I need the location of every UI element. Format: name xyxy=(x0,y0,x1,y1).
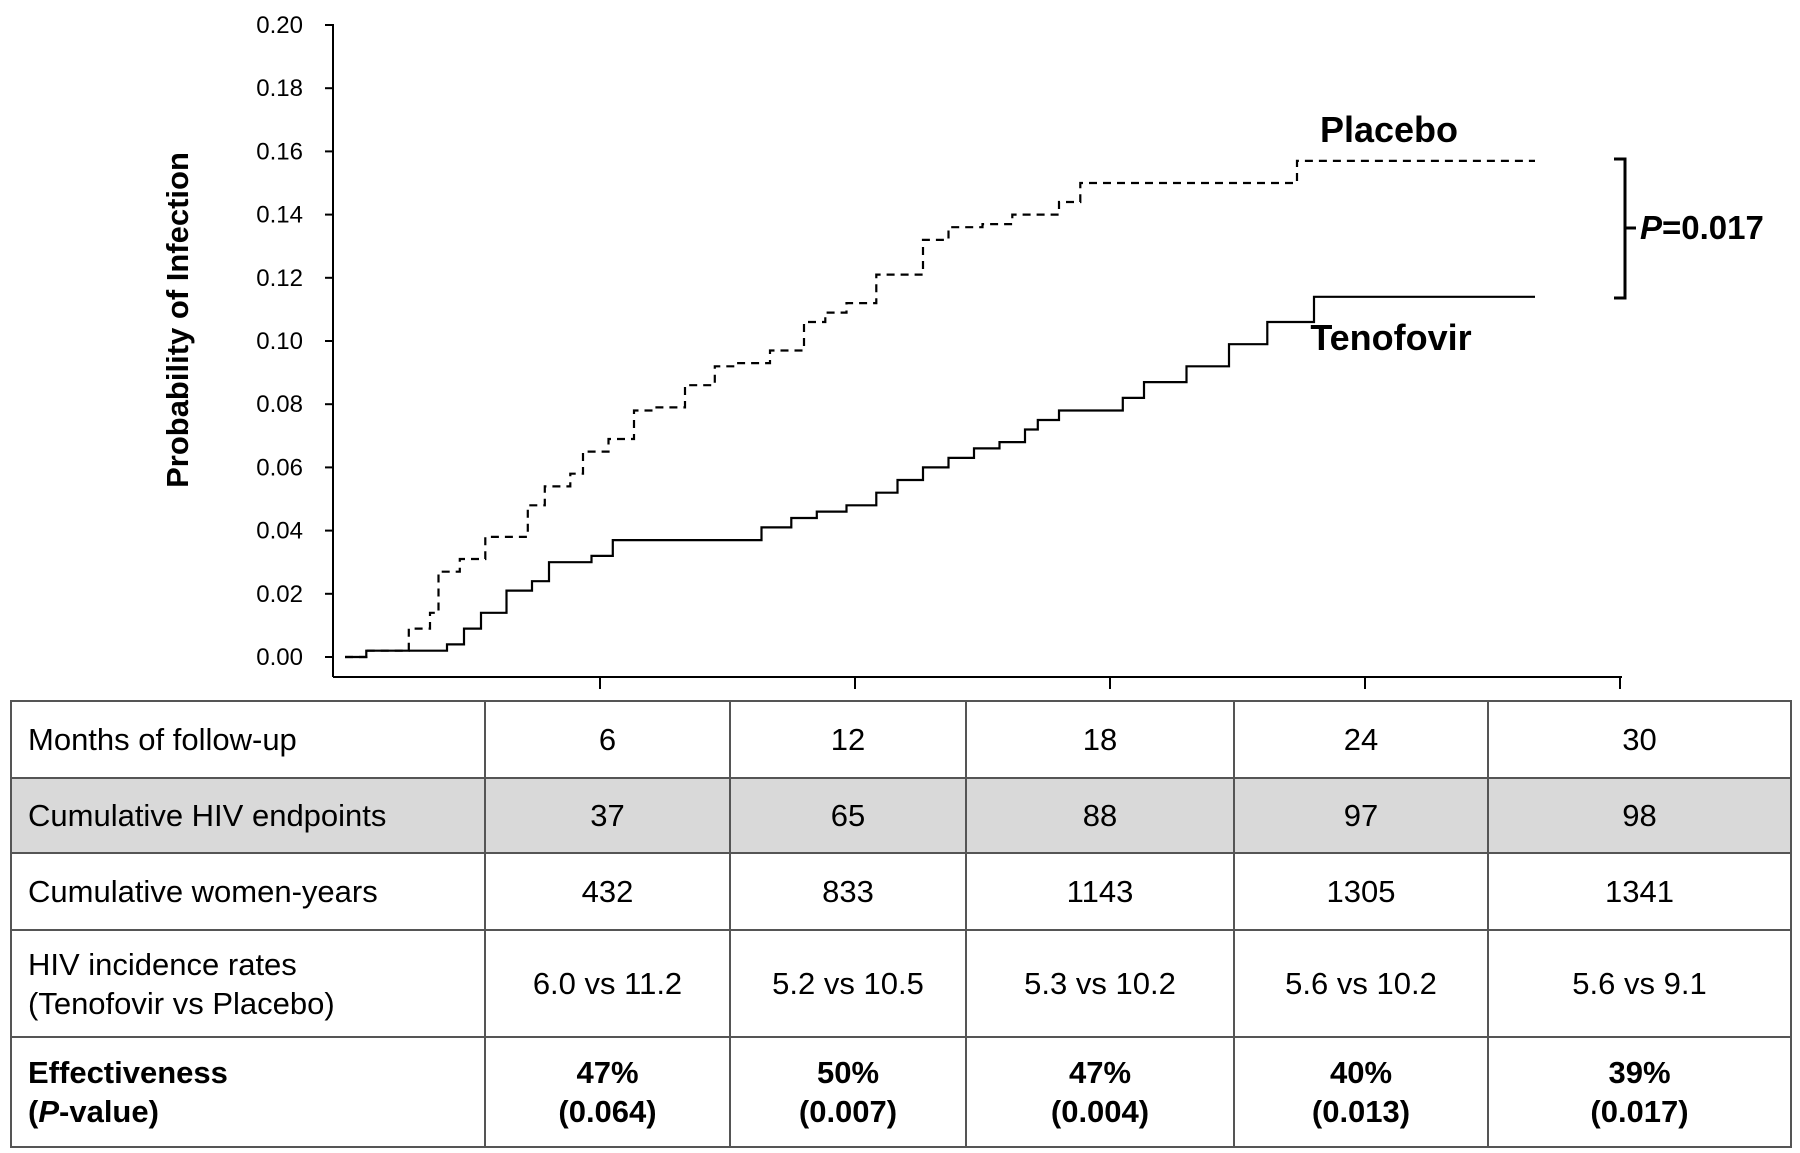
table-cell: 6.0 vs 11.2 xyxy=(484,929,731,1038)
table-row-incidence: HIV incidence rates (Tenofovir vs Placebo… xyxy=(10,929,1792,1038)
table-cell: 5.3 vs 10.2 xyxy=(965,929,1235,1038)
effectiveness-value: 39% xyxy=(1608,1055,1671,1090)
p-value-annotation: P=0.017 xyxy=(1640,209,1764,246)
table-cell: 5.6 vs 10.2 xyxy=(1233,929,1489,1038)
row-label: HIV incidence rates (Tenofovir vs Placebo… xyxy=(10,929,486,1038)
table-cell: 47% (0.004) xyxy=(965,1036,1235,1148)
table-cell: 37 xyxy=(484,777,731,854)
series-lines xyxy=(345,159,1535,659)
row-label-line2: (Tenofovir vs Placebo) xyxy=(28,985,335,1021)
table-cell: 1341 xyxy=(1487,852,1792,931)
row-label-italic-p: P xyxy=(38,1094,60,1129)
table-row-endpoints: Cumulative HIV endpoints 37 65 88 97 98 xyxy=(10,777,1792,854)
table-cell: 65 xyxy=(729,777,967,854)
y-tick-label: 0.04 xyxy=(256,518,303,545)
table-cell: 39% (0.017) xyxy=(1487,1036,1792,1148)
effectiveness-p-value: (0.017) xyxy=(1590,1094,1689,1129)
follow-up-table: Months of follow-up 6 12 18 24 30 Cumula… xyxy=(10,700,1792,1148)
axes xyxy=(332,24,1622,678)
y-tick-label: 0.02 xyxy=(256,581,303,608)
y-axis-label: Probability of Infection xyxy=(160,152,195,488)
table-row-effectiveness: Effectiveness (P-value) 47% (0.064) 50% (0.… xyxy=(10,1036,1792,1148)
table-cell: 833 xyxy=(729,852,967,931)
table-cell: 97 xyxy=(1233,777,1489,854)
y-tick-label: 0.18 xyxy=(256,75,303,102)
y-tick-label: 0.06 xyxy=(256,454,303,481)
p-value-text: =0.017 xyxy=(1662,209,1764,246)
effectiveness-value: 47% xyxy=(1068,1055,1132,1090)
table-cell: 24 xyxy=(1233,700,1489,779)
effectiveness-p-value: (0.064) xyxy=(558,1094,657,1129)
y-tick-label: 0.16 xyxy=(256,138,303,165)
table-row-months: Months of follow-up 6 12 18 24 30 xyxy=(10,700,1792,779)
x-ticks xyxy=(599,677,1621,689)
row-label-line1: Effectiveness xyxy=(28,1055,228,1090)
table-cell: 5.6 vs 9.1 xyxy=(1487,929,1792,1038)
kaplan-meier-chart: Probability of Infection 0.000.020.040.0… xyxy=(160,12,1764,689)
effectiveness-p-value: (0.013) xyxy=(1311,1094,1411,1129)
row-label-line1: HIV incidence rates xyxy=(28,946,297,982)
table-cell: 40% (0.013) xyxy=(1233,1036,1489,1148)
series-line-tenofovir xyxy=(345,295,1535,659)
y-tick-label: 0.14 xyxy=(256,202,303,229)
row-label: Months of follow-up xyxy=(10,700,486,779)
table-row-women-years: Cumulative women-years 432 833 1143 1305… xyxy=(10,852,1792,931)
y-tick-label: 0.08 xyxy=(256,391,303,418)
series-label-tenofovir: Tenofovir xyxy=(1310,317,1471,358)
series-label-placebo: Placebo xyxy=(1320,109,1458,150)
y-tick-label: 0.10 xyxy=(256,328,303,355)
table-cell: 1305 xyxy=(1233,852,1489,931)
effectiveness-value: 47% xyxy=(576,1055,639,1090)
effectiveness-value: 40% xyxy=(1329,1055,1393,1090)
table-cell: 47% (0.064) xyxy=(484,1036,731,1148)
significance-bracket xyxy=(1614,157,1636,300)
table-cell: 98 xyxy=(1487,777,1792,854)
effectiveness-p-value: (0.004) xyxy=(1050,1094,1150,1129)
table-cell: 30 xyxy=(1487,700,1792,779)
table-cell: 12 xyxy=(729,700,967,779)
y-ticks: 0.00 0.02 0.04 0.06 0.08 0.10 0.12 0.14 0.16 0.18… xyxy=(256,12,333,671)
row-label: Cumulative women-years xyxy=(10,852,486,931)
table-cell: 88 xyxy=(965,777,1235,854)
p-value-italic-p: P xyxy=(1640,209,1663,246)
y-tick-label: 0.00 xyxy=(256,644,303,671)
row-label: Effectiveness (P-value) xyxy=(10,1036,486,1148)
table-cell: 50% (0.007) xyxy=(729,1036,967,1148)
row-label: Cumulative HIV endpoints xyxy=(10,777,486,854)
series-line-placebo xyxy=(345,159,1535,659)
y-tick-label: 0.20 xyxy=(256,12,303,39)
row-label-line2: -value) xyxy=(59,1094,159,1129)
table-cell: 6 xyxy=(484,700,731,779)
table-cell: 432 xyxy=(484,852,731,931)
table-cell: 5.2 vs 10.5 xyxy=(729,929,967,1038)
effectiveness-value: 50% xyxy=(816,1055,880,1090)
table-cell: 1143 xyxy=(965,852,1235,931)
effectiveness-p-value: (0.007) xyxy=(798,1094,898,1129)
y-tick-label: 0.12 xyxy=(256,265,303,292)
table-cell: 18 xyxy=(965,700,1235,779)
